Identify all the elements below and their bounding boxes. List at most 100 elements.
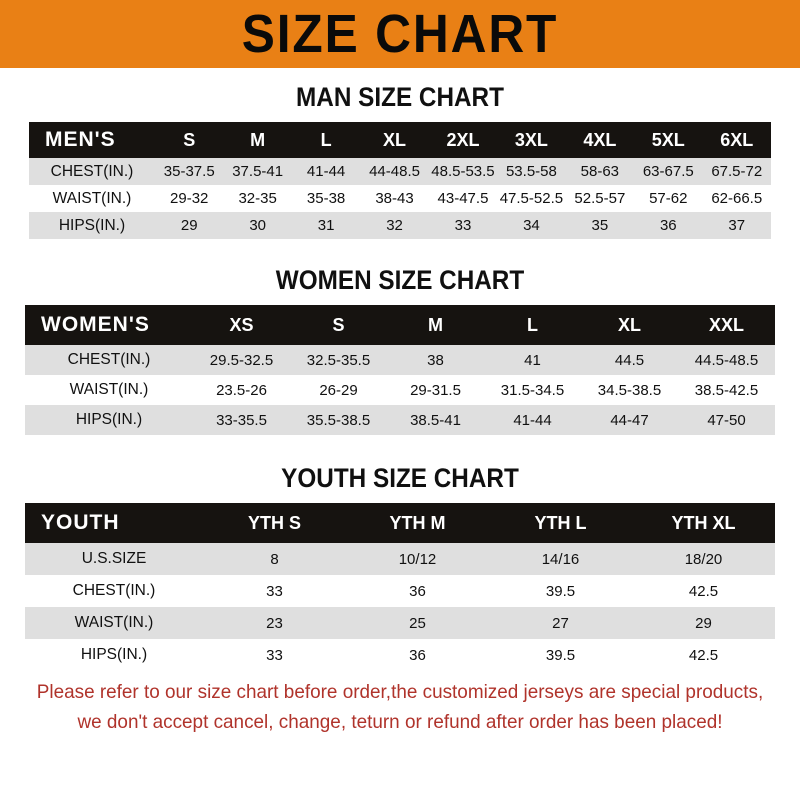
- size-header-cell: M: [223, 122, 292, 158]
- measurement-value: 26-29: [290, 375, 387, 405]
- measurement-value: 33: [428, 212, 498, 239]
- table-row: WAIST(IN.) 23 25 27 29: [25, 607, 775, 639]
- measurement-value: 14/16: [489, 543, 632, 575]
- size-header-cell: L: [484, 305, 581, 345]
- measurement-value: 63-67.5: [634, 158, 703, 185]
- measurement-value: 38.5-42.5: [678, 375, 775, 405]
- measurement-value: 33: [203, 639, 346, 671]
- measurement-value: 29: [632, 607, 775, 639]
- measurement-label: HIPS(IN.): [29, 212, 155, 239]
- size-header-cell: 3XL: [497, 122, 566, 158]
- measurement-value: 35-38: [291, 185, 361, 212]
- measurement-value: 36: [346, 575, 489, 607]
- measurement-value: 48.5-53.5: [428, 158, 498, 185]
- measurement-value: 32.5-35.5: [290, 345, 387, 375]
- measurement-label: CHEST(IN.): [25, 575, 203, 607]
- table-header-row: YOUTH YTH S YTH M YTH L YTH XL: [25, 503, 775, 543]
- table-header-row: WOMEN'S XS S M L XL XXL: [25, 305, 775, 345]
- measurement-label: WAIST(IN.): [25, 375, 193, 405]
- size-header-cell: S: [290, 305, 387, 345]
- size-header-cell: XL: [360, 122, 429, 158]
- measurement-value: 57-62: [634, 185, 703, 212]
- measurement-value: 23: [203, 607, 346, 639]
- table-row: HIPS(IN.) 33-35.5 35.5-38.5 38.5-41 41-44 44-…: [25, 405, 775, 435]
- measurement-value: 38: [387, 345, 484, 375]
- measurement-value: 38.5-41: [387, 405, 484, 435]
- measurement-value: 29: [155, 212, 224, 239]
- measurement-value: 44-48.5: [360, 158, 429, 185]
- table-row: CHEST(IN.) 29.5-32.5 32.5-35.5 38 41 44.5 44.5…: [25, 345, 775, 375]
- size-header-cell: M: [387, 305, 484, 345]
- measurement-value: 33: [203, 575, 346, 607]
- measurement-value: 32-35: [223, 185, 292, 212]
- measurement-label: HIPS(IN.): [25, 405, 193, 435]
- measurement-value: 41: [484, 345, 581, 375]
- category-header-men: MEN'S: [29, 122, 155, 158]
- section-title-men: MAN SIZE CHART: [296, 82, 504, 112]
- size-header-cell: L: [291, 122, 361, 158]
- measurement-value: 37.5-41: [223, 158, 292, 185]
- size-header-cell: YTH S: [203, 503, 346, 543]
- size-table-youth: YOUTH YTH S YTH M YTH L YTH XL U.S.SIZE 8 10/12…: [25, 503, 775, 671]
- measurement-label: WAIST(IN.): [25, 607, 203, 639]
- measurement-value: 23.5-26: [193, 375, 290, 405]
- table-row: WAIST(IN.) 29-32 32-35 35-38 38-43 43-47.5 47.…: [29, 185, 771, 212]
- size-header-cell: XL: [581, 305, 678, 345]
- measurement-value: 53.5-58: [497, 158, 566, 185]
- section-title-youth: YOUTH SIZE CHART: [281, 463, 519, 493]
- measurement-label: HIPS(IN.): [25, 639, 203, 671]
- size-section-women: WOMEN SIZE CHART WOMEN'S XS S M L XL XXL CHEST(I…: [0, 249, 800, 447]
- measurement-value: 67.5-72: [702, 158, 771, 185]
- size-header-cell: YTH L: [489, 503, 632, 543]
- measurement-value: 47.5-52.5: [497, 185, 566, 212]
- table-row: HIPS(IN.) 29 30 31 32 33 34 35 36 37: [29, 212, 771, 239]
- category-header-women: WOMEN'S: [25, 305, 193, 345]
- size-header-cell: 5XL: [634, 122, 703, 158]
- page-title: SIZE CHART: [241, 4, 559, 64]
- measurement-value: 62-66.5: [702, 185, 771, 212]
- size-table-women: WOMEN'S XS S M L XL XXL CHEST(IN.) 29.5-32.5 32.5…: [25, 305, 775, 435]
- size-section-youth: YOUTH SIZE CHART YOUTH YTH S YTH M YTH L YTH …: [0, 447, 800, 677]
- measurement-label: U.S.SIZE: [25, 543, 203, 575]
- measurement-value: 44-47: [581, 405, 678, 435]
- measurement-value: 29-31.5: [387, 375, 484, 405]
- size-sections: MAN SIZE CHART MEN'S S M L XL 2XL 3XL 4XL 5XL 6XL C…: [0, 68, 800, 677]
- measurement-value: 35.5-38.5: [290, 405, 387, 435]
- size-header-cell: 2XL: [428, 122, 498, 158]
- measurement-value: 39.5: [489, 639, 632, 671]
- measurement-value: 36: [346, 639, 489, 671]
- size-header-cell: XXL: [678, 305, 775, 345]
- table-row: WAIST(IN.) 23.5-26 26-29 29-31.5 31.5-34.5 34…: [25, 375, 775, 405]
- size-header-cell: S: [155, 122, 224, 158]
- measurement-value: 38-43: [360, 185, 429, 212]
- size-header-cell: YTH XL: [632, 503, 775, 543]
- measurement-value: 18/20: [632, 543, 775, 575]
- size-header-cell: YTH M: [346, 503, 489, 543]
- size-table-men: MEN'S S M L XL 2XL 3XL 4XL 5XL 6XL CHEST(IN.) 35-37…: [29, 122, 771, 239]
- measurement-value: 35: [565, 212, 635, 239]
- measurement-value: 58-63: [565, 158, 635, 185]
- measurement-value: 42.5: [632, 639, 775, 671]
- category-header-youth: YOUTH: [25, 503, 203, 543]
- size-header-cell: 6XL: [702, 122, 771, 158]
- measurement-value: 52.5-57: [565, 185, 635, 212]
- measurement-value: 27: [489, 607, 632, 639]
- order-policy-note: Please refer to our size chart before or…: [12, 677, 788, 737]
- policy-note-line: we don't accept cancel, change, teturn o…: [77, 711, 723, 733]
- measurement-value: 31: [291, 212, 361, 239]
- size-header-cell: XS: [193, 305, 290, 345]
- measurement-value: 41-44: [291, 158, 361, 185]
- measurement-label: CHEST(IN.): [29, 158, 155, 185]
- measurement-value: 29.5-32.5: [193, 345, 290, 375]
- table-header-row: MEN'S S M L XL 2XL 3XL 4XL 5XL 6XL: [29, 122, 771, 158]
- page-banner: SIZE CHART: [0, 0, 800, 68]
- measurement-value: 33-35.5: [193, 405, 290, 435]
- measurement-label: CHEST(IN.): [25, 345, 193, 375]
- size-section-men: MAN SIZE CHART MEN'S S M L XL 2XL 3XL 4XL 5XL 6XL C…: [0, 68, 800, 249]
- measurement-value: 10/12: [346, 543, 489, 575]
- measurement-value: 42.5: [632, 575, 775, 607]
- size-header-cell: 4XL: [565, 122, 635, 158]
- measurement-value: 34: [497, 212, 566, 239]
- measurement-value: 31.5-34.5: [484, 375, 581, 405]
